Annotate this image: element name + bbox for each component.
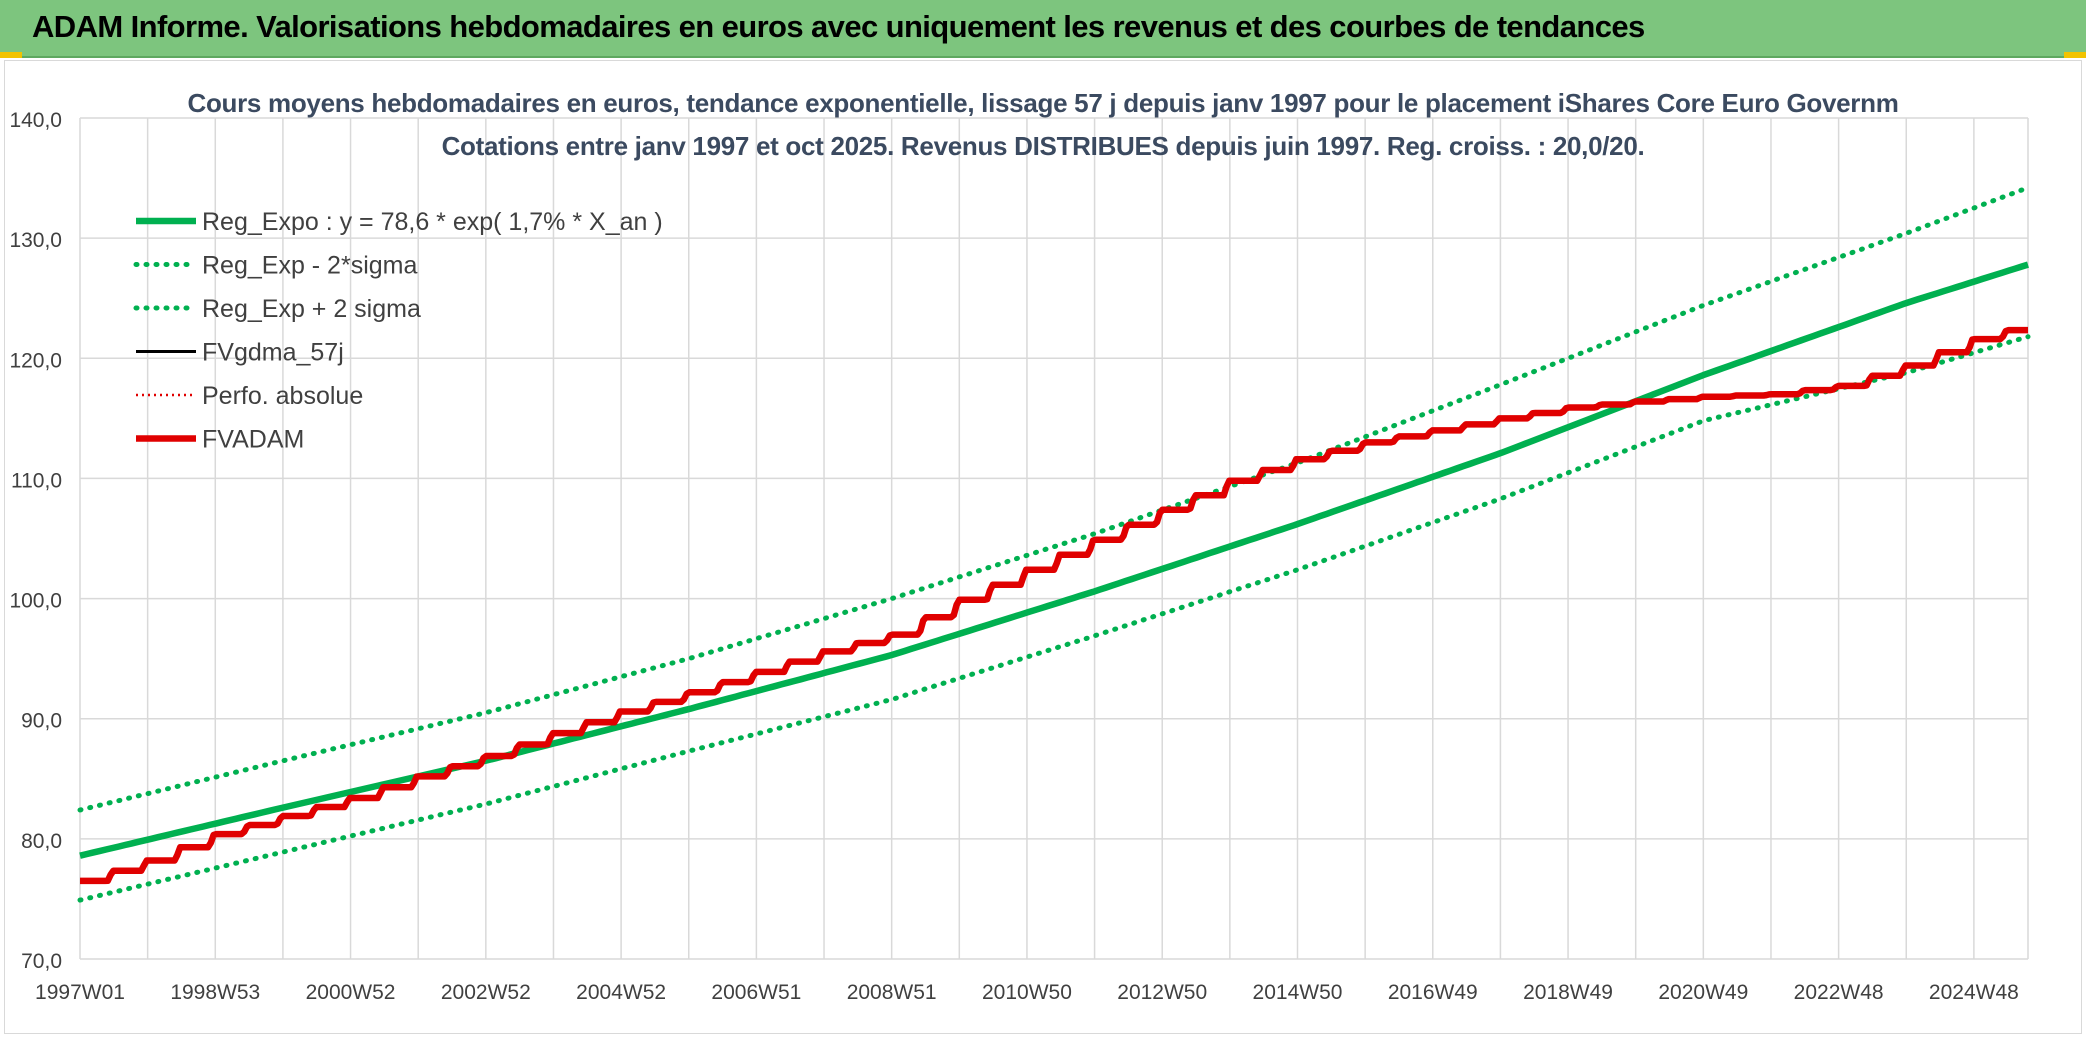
y-axis-ticks: 70,0 80,0 90,0 100,0 110,0 120,0 130,0 140,0 — [9, 109, 62, 973]
y-tick-label: 120,0 — [9, 349, 62, 372]
x-axis-ticks: 1997W01 1998W53 2000W52 2002W52 2004W52 2006W… — [35, 981, 2019, 1004]
legend-label-4: Perfo. absolue — [202, 382, 363, 410]
y-tick-label: 140,0 — [9, 109, 62, 132]
x-tick-label: 2020W49 — [1658, 981, 1748, 1004]
chart-frame — [4, 60, 2082, 1034]
x-tick-label: 2016W49 — [1388, 981, 1478, 1004]
chart-title-line-1: Cours moyens hebdomadaires en euros, ten… — [187, 88, 1899, 118]
legend-label-5: FVADAM — [202, 426, 304, 454]
page-title: ADAM Informe. Valorisations hebdomadaire… — [32, 9, 1645, 44]
legend-label-0: Reg_Expo : y = 78,6 * exp( 1,7% * X_an ) — [202, 208, 663, 236]
gridlines — [79, 117, 2029, 960]
x-tick-label: 2014W50 — [1253, 981, 1343, 1004]
series-line-4 — [80, 328, 2028, 883]
x-tick-label: 2008W51 — [847, 981, 937, 1004]
x-tick-label: 2002W52 — [441, 981, 531, 1004]
x-tick-label: 2022W48 — [1794, 981, 1884, 1004]
x-tick-label: 2012W50 — [1117, 981, 1207, 1004]
y-tick-label: 100,0 — [9, 590, 62, 613]
legend-label-1: Reg_Exp - 2*sigma — [202, 252, 417, 280]
x-tick-label: 2010W50 — [982, 981, 1072, 1004]
x-tick-label: 2018W49 — [1523, 981, 1613, 1004]
x-tick-label: 2024W48 — [1929, 981, 2019, 1004]
x-tick-label: 2004W52 — [576, 981, 666, 1004]
chart-title-line-2: Cotations entre janv 1997 et oct 2025. R… — [441, 131, 1645, 161]
legend-label-2: Reg_Exp + 2 sigma — [202, 295, 421, 323]
x-tick-label: 2000W52 — [306, 981, 396, 1004]
legend-label-3: FVgdma_57j — [202, 339, 344, 367]
legend: Reg_Expo : y = 78,6 * exp( 1,7% * X_an )… — [133, 208, 663, 454]
series-line-2 — [77, 185, 2031, 813]
x-tick-label: 1997W01 — [35, 981, 125, 1004]
y-tick-label: 70,0 — [21, 950, 62, 973]
corner-mark-right — [2064, 52, 2086, 58]
y-tick-label: 110,0 — [11, 469, 62, 492]
y-tick-label: 130,0 — [9, 229, 62, 252]
series-lines — [77, 185, 2031, 903]
y-tick-label: 80,0 — [21, 830, 62, 853]
y-tick-label: 90,0 — [21, 710, 62, 733]
x-tick-label: 1998W53 — [170, 981, 260, 1004]
corner-mark-left — [0, 52, 22, 58]
x-tick-label: 2006W51 — [711, 981, 801, 1004]
series-line-0 — [79, 261, 2029, 859]
header-banner: ADAM Informe. Valorisations hebdomadaire… — [0, 0, 2086, 58]
series-line-1 — [77, 334, 2031, 903]
